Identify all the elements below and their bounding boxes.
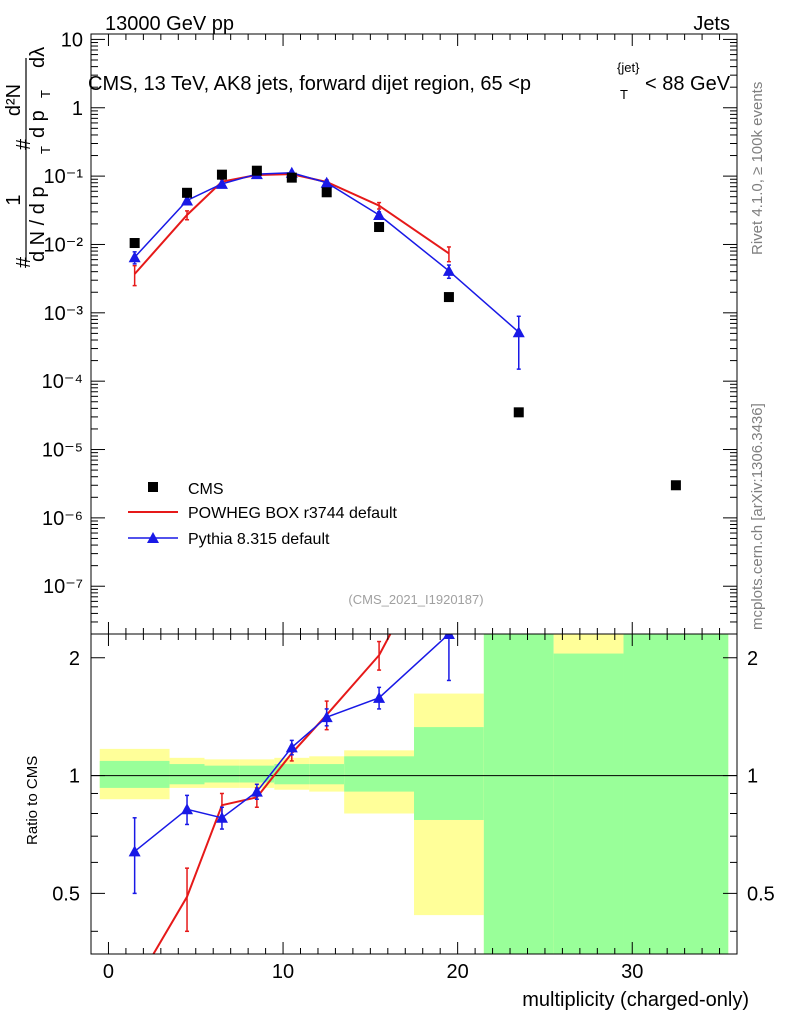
x-tick-label: 0	[103, 961, 114, 983]
ratio-pythia-point	[215, 811, 228, 823]
ratio-band-inner-6	[344, 756, 414, 792]
ratio-y-tick-label-left: 2	[69, 648, 80, 670]
ratio-pythia-point	[128, 845, 141, 857]
ratio-band-inner-10	[623, 634, 729, 954]
main-y-tick-label: 10⁻¹	[44, 166, 84, 188]
legend-pythia-marker	[147, 532, 159, 543]
main-y-tick-label: 10⁻³	[44, 303, 84, 325]
cms-point	[321, 187, 332, 198]
y-label-d2n: d²N	[3, 84, 25, 116]
pythia-point	[442, 264, 455, 276]
main-y-tick-label: 10⁻²	[44, 234, 84, 256]
ratio-band-inner-7	[414, 727, 484, 820]
cms-point	[286, 172, 297, 183]
rivet-version-label: Rivet 4.1.0, ≥ 100k events	[749, 82, 766, 255]
legend: CMS POWHEG BOX r3744 default Pythia 8.31…	[128, 481, 398, 548]
pythia-point	[128, 251, 141, 263]
ratio-y-tick-label-left: 0.5	[52, 883, 80, 905]
cms-point	[216, 169, 227, 180]
pythia-point	[215, 177, 228, 189]
mcplots-label: mcplots.cern.ch [arXiv:1306.3436]	[749, 403, 766, 630]
pythia-point	[320, 176, 333, 188]
ratio-band-inner-2	[204, 765, 240, 783]
ratio-plot-frame	[90, 633, 738, 955]
y-label-hash-b: #	[13, 138, 35, 150]
x-axis-label: multiplicity (charged-only)	[522, 989, 749, 1011]
ratio-pythia-point	[442, 634, 455, 639]
ratio-pythia-point	[285, 741, 298, 753]
main-y-tick-label: 10⁻⁴	[42, 371, 83, 393]
ratio-pythia-point	[373, 691, 386, 703]
y-label-dlambda: dλ	[27, 47, 49, 68]
cms-point	[513, 407, 524, 418]
ratio-y-tick-label-left: 1	[69, 766, 80, 788]
plot-title: CMS, 13 TeV, AK8 jets, forward dijet reg…	[88, 60, 731, 102]
y-label-dpt-sub: T	[38, 90, 53, 98]
pythia-point	[181, 194, 194, 206]
ratio-band-inner-3	[239, 765, 275, 783]
main-y-tick-label: 10⁻⁵	[42, 440, 83, 462]
main-y-tick-label: 10⁻⁶	[42, 508, 83, 530]
legend-powheg-label: POWHEG BOX r3744 default	[188, 505, 398, 522]
ratio-pythia-point	[320, 711, 333, 723]
ratio-band-inner-0	[99, 760, 170, 788]
ratio-band-inner-4	[274, 764, 310, 785]
analysis-id: (CMS_2021_I1920187)	[348, 592, 483, 607]
ratio-y-tick-label-right: 0.5	[747, 883, 775, 905]
main-y-tick-label: 10⁻⁷	[43, 576, 83, 598]
ratio-pythia-point	[181, 803, 194, 815]
title-tail: < 88 GeV	[645, 73, 731, 95]
legend-cms-label: CMS	[188, 481, 224, 498]
y-label-hash-a: #	[13, 256, 35, 268]
x-tick-label: 10	[272, 961, 294, 983]
title-superscript: {jet}	[617, 60, 640, 75]
cms-point	[670, 480, 681, 491]
powheg-line	[133, 173, 450, 275]
cms-point	[251, 165, 262, 176]
title-subscript: T	[620, 87, 628, 102]
main-y-tick-label: 1	[72, 98, 83, 120]
cms-point	[129, 238, 140, 249]
ratio-plot-area	[91, 634, 737, 954]
process-label: Jets	[693, 13, 730, 35]
ratio-band-inner-8	[483, 634, 554, 954]
cms-point	[374, 222, 385, 233]
y-label-denominator-sub: T	[38, 146, 53, 154]
ratio-band-inner-1	[169, 764, 205, 785]
y-label-denominator: d N / d p	[27, 186, 49, 262]
main-plot-area	[128, 165, 681, 491]
ratio-y-tick-label-right: 1	[747, 766, 758, 788]
main-y-axis-label: # 1 d N / d p T # d²N d p T dλ	[3, 47, 53, 268]
pythia-point	[373, 208, 386, 220]
ratio-pythia-point	[250, 785, 263, 797]
main-y-tick-label: 10	[61, 29, 83, 51]
y-label-one: 1	[3, 194, 25, 205]
title-main: CMS, 13 TeV, AK8 jets, forward dijet reg…	[88, 73, 531, 95]
pythia-point	[512, 326, 525, 338]
y-label-dpt: d p	[27, 110, 49, 138]
x-tick-label: 30	[621, 961, 643, 983]
ratio-band-inner-9	[553, 653, 624, 954]
cms-point	[443, 292, 454, 303]
cms-point	[182, 187, 193, 198]
ratio-pythia-line	[134, 634, 450, 853]
legend-cms-marker	[148, 482, 158, 492]
ratio-powheg-line	[152, 634, 392, 954]
collision-label: 13000 GeV pp	[105, 13, 234, 35]
x-tick-label: 20	[447, 961, 469, 983]
legend-pythia-label: Pythia 8.315 default	[188, 531, 330, 548]
axes: 0 10 20 30 10⁻⁷ 10⁻⁶ 10⁻⁵ 10⁻⁴ 10⁻³ 10⁻² 10⁻¹ 1 10 0.…	[42, 29, 775, 983]
ratio-band-inner-5	[309, 764, 345, 785]
ratio-y-tick-label-right: 2	[747, 648, 758, 670]
ratio-y-label: Ratio to CMS	[24, 756, 41, 845]
